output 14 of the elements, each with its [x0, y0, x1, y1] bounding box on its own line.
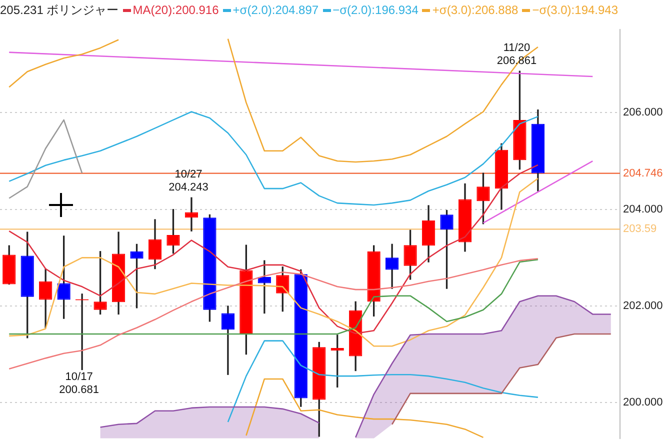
- ref-line-label: 203.59: [623, 223, 657, 236]
- y-tick-label: 202.000: [623, 300, 663, 312]
- ref-line-label: 204.746: [623, 167, 663, 180]
- y-tick-label: 206.000: [623, 106, 663, 119]
- y-tick-label: 204.000: [623, 203, 663, 216]
- legend-label: −σ(2.0):196.934: [332, 3, 418, 17]
- legend-label: MA(20):200.916: [132, 3, 219, 17]
- y-tick-label: 200.000: [623, 396, 663, 409]
- legend-label: +σ(3.0):206.888: [432, 3, 518, 17]
- legend-label: −σ(3.0):194.943: [532, 3, 618, 17]
- annotation: 10/17 200.681: [59, 370, 99, 396]
- legend-label: +σ(2.0):204.897: [232, 3, 319, 17]
- candlestick: [221, 306, 235, 375]
- chart-title: 205.231 ボリンジャー: [0, 2, 119, 18]
